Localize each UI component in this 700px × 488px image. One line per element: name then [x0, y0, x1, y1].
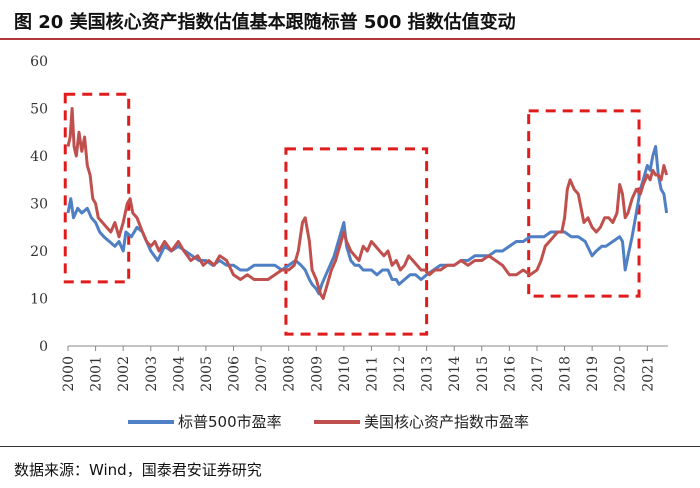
x-tick-label: 2018 — [558, 356, 574, 392]
x-tick-label: 2015 — [475, 356, 491, 392]
x-tick-label: 2017 — [530, 356, 546, 392]
x-tick-label: 2003 — [144, 356, 160, 392]
x-tick-label: 2000 — [61, 356, 77, 392]
x-tick-label: 2009 — [309, 356, 325, 392]
highlight-box — [284, 147, 429, 336]
x-tick-label: 2021 — [640, 356, 656, 392]
x-tick-label: 2014 — [447, 356, 463, 392]
chart-axes: 0 10 20 30 40 50 60 2000 2001 2002 2003 2004 2005 200… — [30, 54, 668, 392]
series-lines — [66, 107, 669, 300]
x-tick-label: 2002 — [116, 356, 132, 392]
highlight-box — [527, 109, 641, 298]
x-tick-label: 2001 — [89, 356, 105, 392]
x-tick-label: 2020 — [613, 356, 629, 392]
x-tick-label: 2010 — [337, 356, 353, 392]
sp500-pe-line — [66, 145, 669, 296]
pe-comparison-line-chart: 0 10 20 30 40 50 60 2000 2001 2002 2003 2004 2005 200… — [30, 54, 669, 431]
source-footer: 数据来源：Wind，国泰君安证券研究 — [0, 446, 700, 488]
x-tick-label: 2016 — [502, 356, 518, 392]
chart-legend: 标普500市盈率 美国核心资产指数市盈率 — [128, 413, 529, 431]
y-tick-label: 30 — [30, 197, 48, 213]
figure-title: 图 20 美国核心资产指数估值基本跟随标普 500 指数估值变动 — [14, 12, 516, 33]
x-tick-label: 2008 — [282, 356, 298, 392]
x-tick-label: 2005 — [199, 356, 215, 392]
y-tick-label: 10 — [30, 292, 48, 308]
legend-label-core-assets: 美国核心资产指数市盈率 — [364, 413, 529, 431]
legend-label-sp500: 标普500市盈率 — [178, 413, 282, 431]
highlight-boxes — [63, 92, 641, 336]
x-tick-label: 2004 — [171, 356, 187, 392]
source-note: 数据来源：Wind，国泰君安证券研究 — [14, 461, 262, 479]
x-tick-label: 2007 — [254, 356, 270, 392]
x-tick-label: 2006 — [227, 356, 243, 392]
x-tick-label: 2012 — [392, 356, 408, 392]
x-tick-label: 2011 — [364, 356, 380, 392]
y-tick-label: 50 — [30, 102, 48, 118]
figure-title-bar: 图 20 美国核心资产指数估值基本跟随标普 500 指数估值变动 — [0, 0, 700, 40]
y-tick-label: 20 — [30, 244, 48, 260]
x-tick-label: 2019 — [585, 356, 601, 392]
y-tick-label: 0 — [39, 339, 48, 355]
y-tick-label: 40 — [30, 149, 48, 165]
x-tick-label: 2013 — [420, 356, 436, 392]
core-assets-pe-line — [66, 107, 669, 300]
highlight-box — [63, 92, 131, 284]
y-tick-label: 60 — [30, 54, 48, 70]
